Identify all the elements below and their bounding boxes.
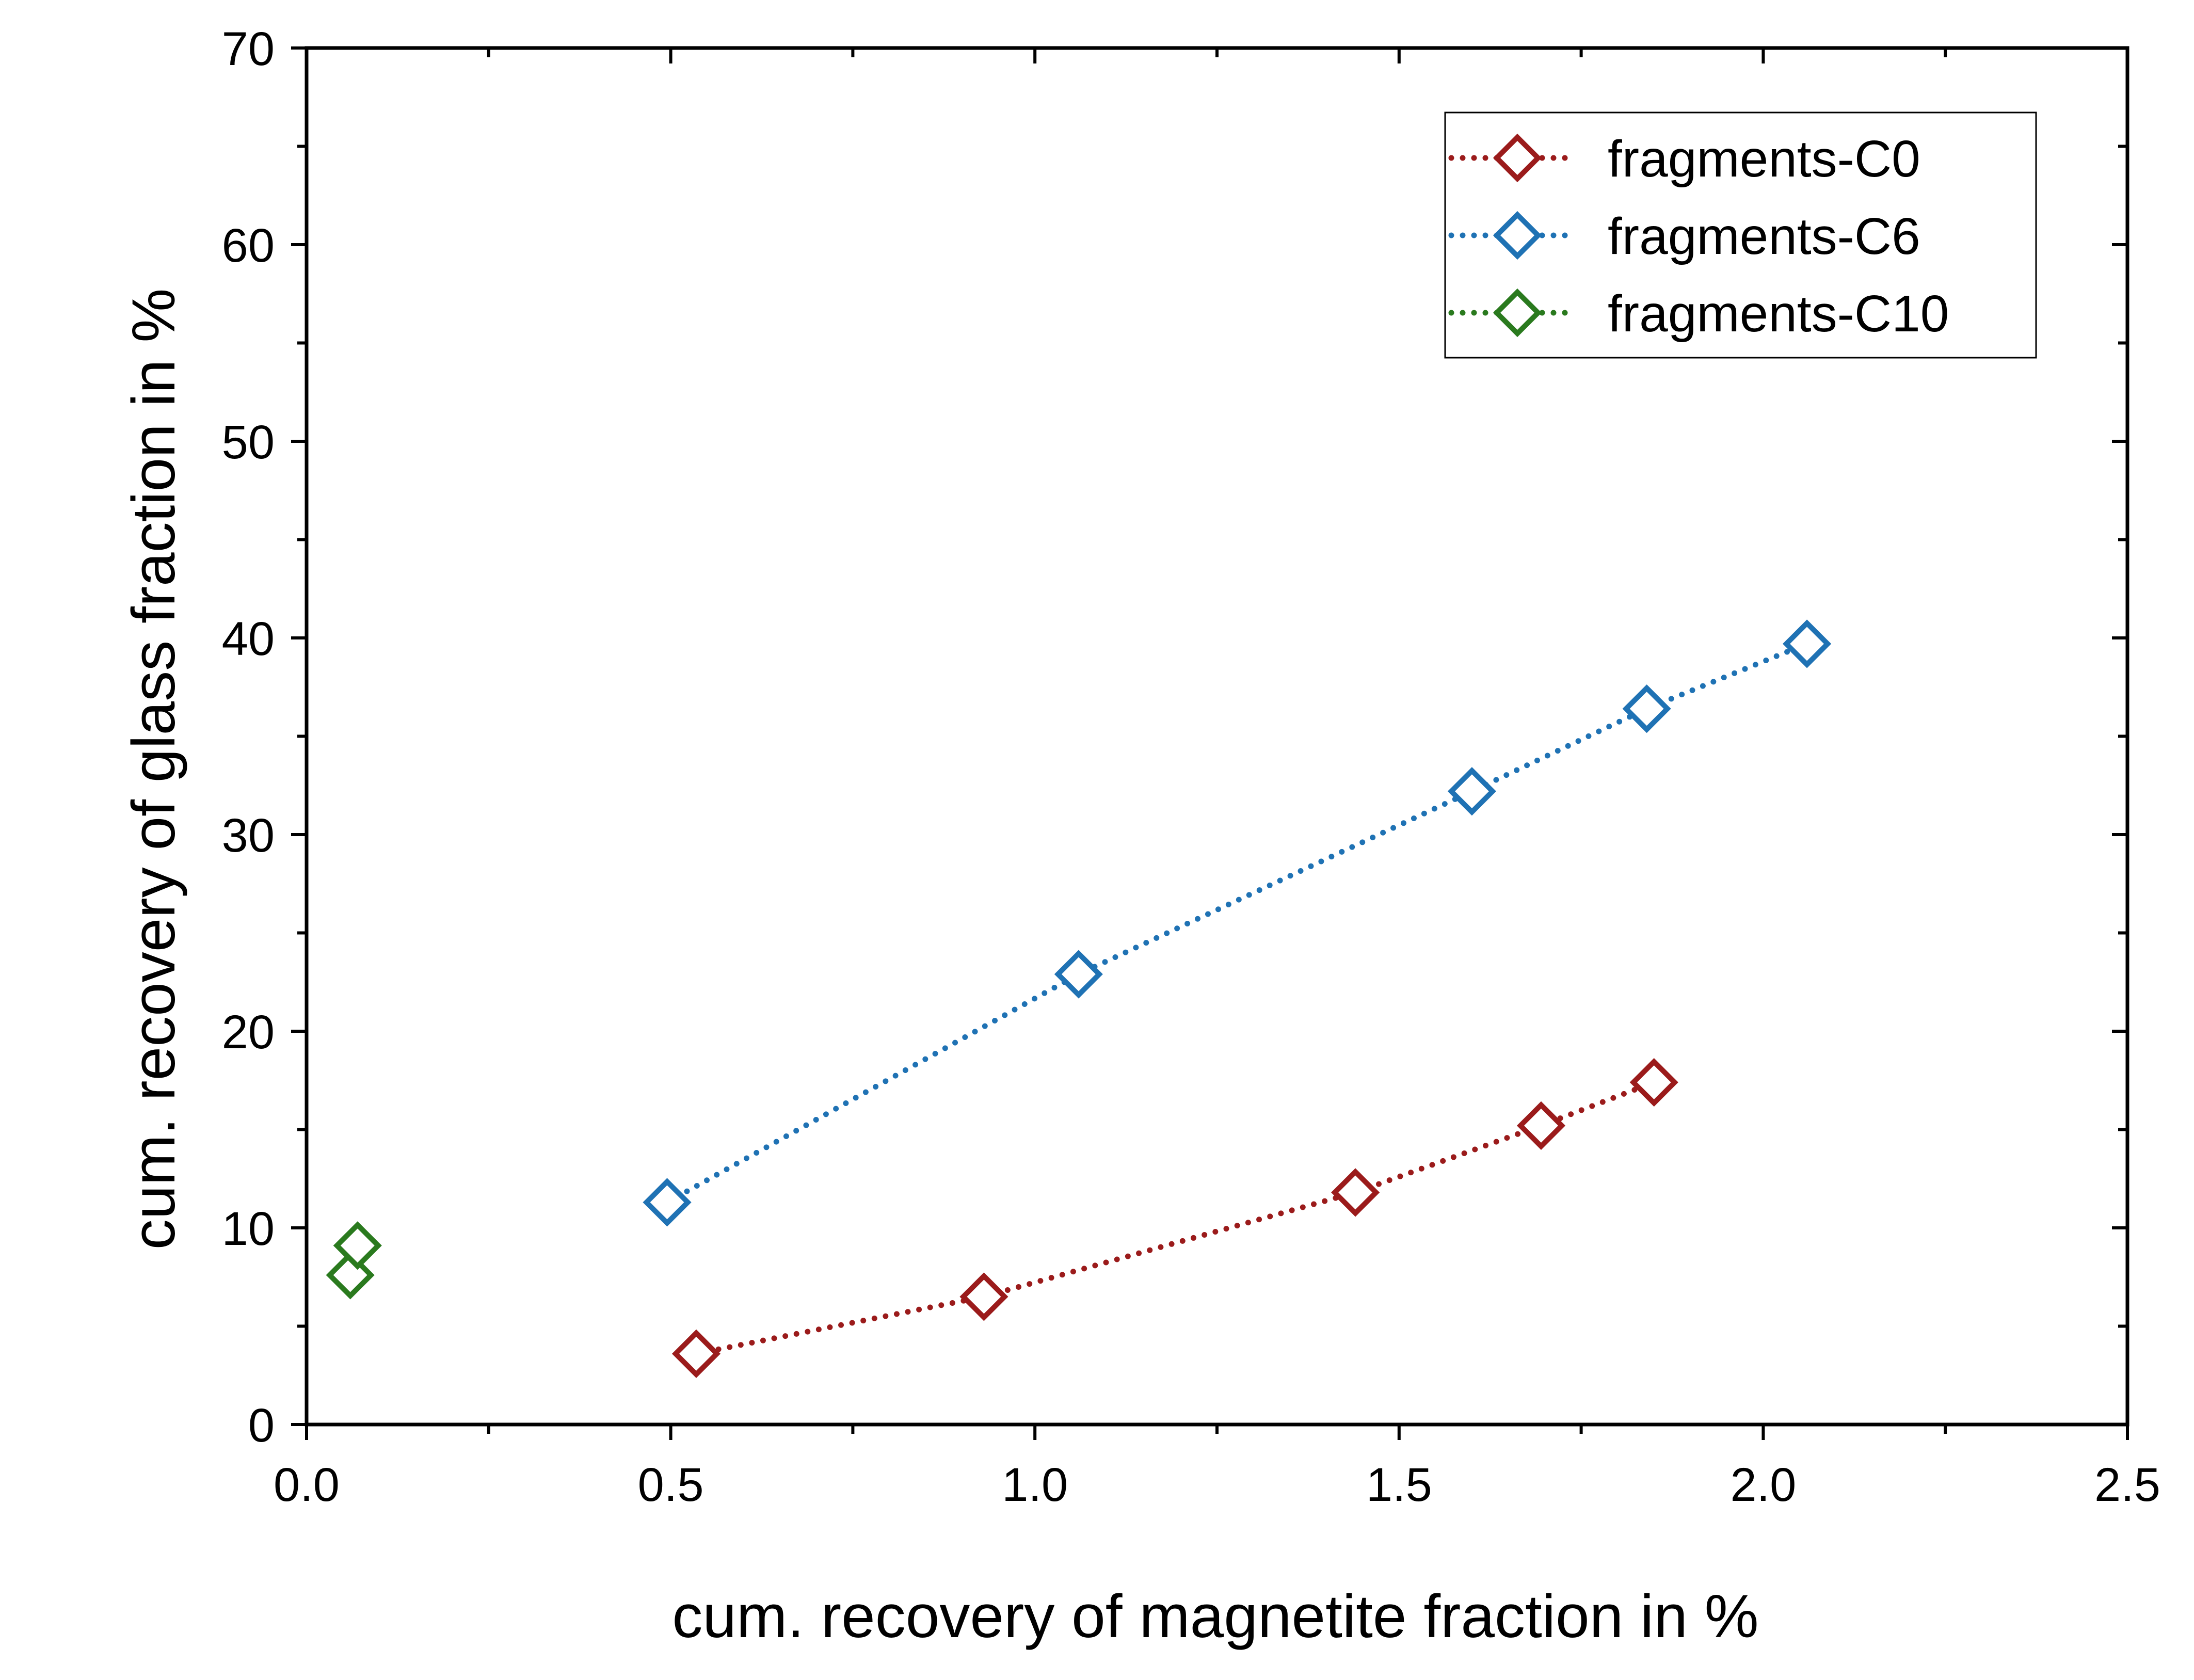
legend-entry: fragments-C10 bbox=[1448, 285, 1949, 343]
y-axis-title: cum. recovery of glass fraction in % bbox=[120, 289, 188, 1250]
series-fragments-C10 bbox=[326, 1221, 382, 1300]
data-point bbox=[1516, 1101, 1566, 1150]
data-point bbox=[1447, 767, 1496, 816]
data-point bbox=[1054, 950, 1103, 999]
legend-label: fragments-C0 bbox=[1608, 130, 1920, 188]
legend-entry: fragments-C0 bbox=[1448, 130, 1920, 188]
legend-label: fragments-C10 bbox=[1608, 285, 1949, 343]
data-point bbox=[671, 1329, 721, 1378]
legend-entry: fragments-C6 bbox=[1448, 207, 1920, 265]
legend-label: fragments-C6 bbox=[1608, 207, 1920, 265]
x-tick-label: 0.5 bbox=[638, 1459, 704, 1511]
y-tick-label: 20 bbox=[222, 1006, 275, 1059]
y-tick-label: 50 bbox=[222, 416, 275, 469]
y-tick-label: 10 bbox=[222, 1203, 275, 1255]
data-point bbox=[1629, 1058, 1678, 1107]
data-point bbox=[643, 1178, 692, 1227]
series-fragments-C6 bbox=[643, 619, 1832, 1227]
x-tick-label: 1.0 bbox=[1002, 1459, 1068, 1511]
legend-marker bbox=[1493, 211, 1542, 260]
y-tick-label: 70 bbox=[222, 23, 275, 75]
legend: fragments-C0 fragments-C6 fragments-C10 bbox=[1444, 111, 2037, 359]
data-point bbox=[959, 1272, 1008, 1321]
data-point bbox=[1622, 684, 1671, 733]
x-tick-label: 2.5 bbox=[2094, 1459, 2160, 1511]
y-tick-label: 30 bbox=[222, 809, 275, 862]
legend-marker bbox=[1493, 133, 1542, 183]
data-point bbox=[1783, 619, 1832, 668]
x-tick-label: 2.0 bbox=[1730, 1459, 1796, 1511]
series-fragments-C0 bbox=[671, 1058, 1678, 1378]
data-series bbox=[326, 619, 1832, 1378]
y-tick-label: 0 bbox=[248, 1399, 275, 1452]
plot-frame bbox=[305, 46, 2129, 1427]
data-point bbox=[333, 1221, 382, 1270]
data-point bbox=[1331, 1168, 1380, 1217]
y-tick-label: 40 bbox=[222, 613, 275, 665]
legend-marker bbox=[1493, 288, 1542, 338]
x-tick-label: 1.5 bbox=[1366, 1459, 1432, 1511]
axis-ticks: 0.0 0.5 1.0 1.5 2.0 2.5 0 10 20 30 40 50 60 70 bbox=[222, 23, 2160, 1511]
x-tick-label: 0.0 bbox=[274, 1459, 340, 1511]
y-tick-label: 60 bbox=[222, 219, 275, 272]
x-axis-title: cum. recovery of magnetite fraction in % bbox=[672, 1582, 1758, 1651]
